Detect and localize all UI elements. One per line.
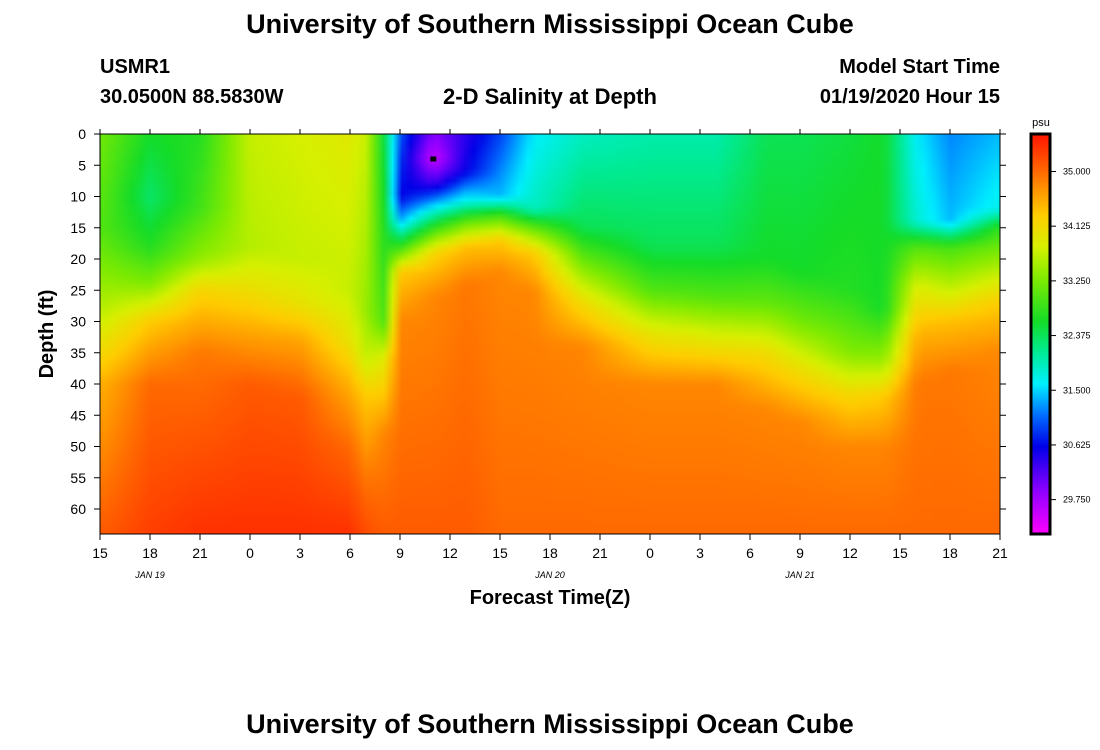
colorbar-tick-label: 35.000 [1063, 167, 1091, 177]
y-tick-label: 0 [78, 126, 86, 142]
date-label: JAN 19 [134, 570, 165, 580]
colorbar-tick-label: 30.625 [1063, 440, 1091, 450]
x-tick-label: 6 [346, 545, 354, 561]
x-tick-label: 12 [842, 545, 858, 561]
y-tick-label: 60 [70, 501, 86, 517]
x-tick-label: 12 [442, 545, 458, 561]
colorbar-tick-label: 32.375 [1063, 331, 1091, 341]
y-tick-label: 30 [70, 314, 86, 330]
salinity-heatmap [100, 134, 1000, 534]
colorbar-ticks: 35.000 34.125 33.250 32.375 31.500 30.625 29.7… [1050, 167, 1091, 505]
y-axis: 0 5 10 15 20 25 30 35 40 45 50 55 60 [70, 126, 1006, 517]
x-tick-label: 18 [542, 545, 558, 561]
title-top: University of Southern Mississippi Ocean… [246, 9, 854, 39]
station-coords: 30.0500N 88.5830W [100, 86, 284, 108]
y-tick-label: 50 [70, 439, 86, 455]
chart-subtitle: 2-D Salinity at Depth [443, 84, 657, 109]
x-tick-label: 3 [696, 545, 704, 561]
station-marker [430, 156, 437, 162]
x-tick-label: 6 [746, 545, 754, 561]
colorbar [1029, 132, 1052, 536]
x-tick-label: 15 [92, 545, 108, 561]
x-axis: 15 18 21 0 3 6 9 12 15 18 21 0 3 6 9 12 15 18 21 JAN 19 JAN … [92, 129, 1008, 580]
colorbar-unit: psu [1032, 117, 1050, 129]
station-id: USMR1 [100, 56, 171, 78]
colorbar-tick-label: 34.125 [1063, 221, 1091, 231]
y-tick-label: 15 [70, 220, 86, 236]
y-tick-label: 40 [70, 376, 86, 392]
y-tick-label: 55 [70, 470, 86, 486]
x-tick-label: 21 [192, 545, 208, 561]
x-tick-label: 21 [592, 545, 608, 561]
y-tick-label: 10 [70, 189, 86, 205]
date-label: JAN 21 [784, 570, 815, 580]
y-tick-label: 25 [70, 282, 86, 298]
x-tick-label: 15 [492, 545, 508, 561]
colorbar-tick-label: 33.250 [1063, 276, 1091, 286]
title-bottom: University of Southern Mississippi Ocean… [246, 709, 854, 739]
date-label: JAN 20 [534, 570, 565, 580]
x-tick-label: 18 [142, 545, 158, 561]
x-tick-label: 3 [296, 545, 304, 561]
model-start-time: 01/19/2020 Hour 15 [819, 86, 1000, 108]
x-tick-label: 9 [396, 545, 404, 561]
x-tick-label: 0 [246, 545, 254, 561]
x-tick-label: 18 [942, 545, 958, 561]
x-tick-label: 0 [646, 545, 654, 561]
colorbar-tick-label: 29.750 [1063, 495, 1091, 505]
x-tick-label: 21 [992, 545, 1008, 561]
colorbar-tick-label: 31.500 [1063, 385, 1091, 395]
y-tick-label: 35 [70, 345, 86, 361]
y-tick-label: 45 [70, 407, 86, 423]
y-tick-label: 5 [78, 157, 86, 173]
y-axis-label: Depth (ft) [36, 290, 58, 379]
model-start-label: Model Start Time [839, 56, 1000, 78]
x-axis-label: Forecast Time(Z) [470, 587, 631, 609]
x-tick-label: 15 [892, 545, 908, 561]
x-tick-label: 9 [796, 545, 804, 561]
y-tick-label: 20 [70, 251, 86, 267]
